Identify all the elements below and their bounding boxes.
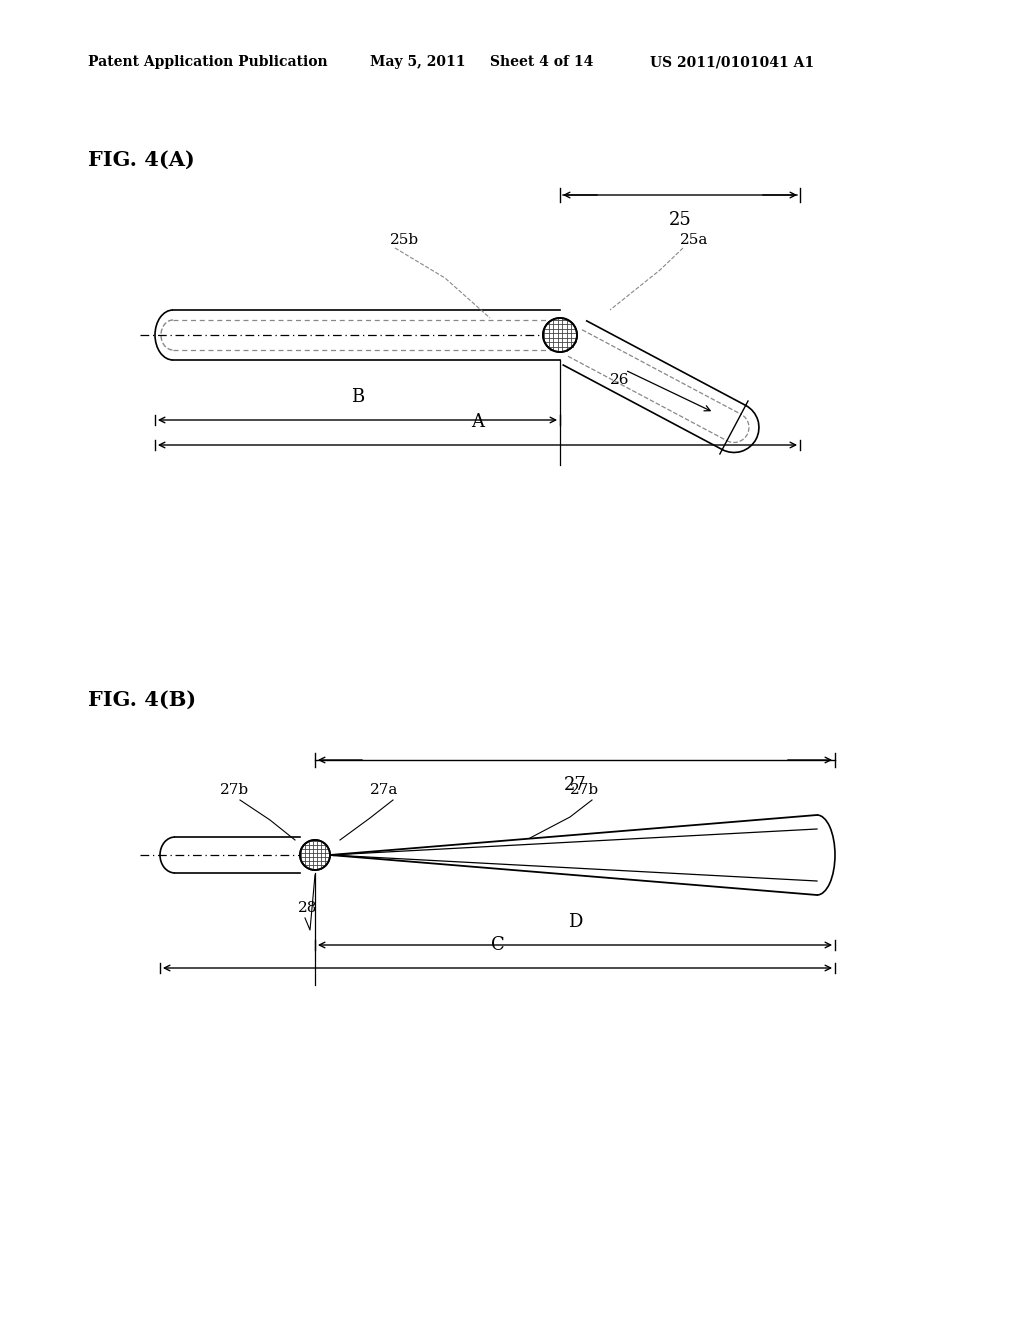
Text: C: C: [490, 936, 505, 954]
Text: Sheet 4 of 14: Sheet 4 of 14: [490, 55, 593, 69]
Text: 26: 26: [610, 374, 630, 387]
Circle shape: [300, 840, 330, 870]
Text: 27: 27: [563, 776, 587, 795]
Text: 25: 25: [669, 211, 691, 228]
Text: Patent Application Publication: Patent Application Publication: [88, 55, 328, 69]
Text: 25a: 25a: [680, 234, 709, 247]
Text: US 2011/0101041 A1: US 2011/0101041 A1: [650, 55, 814, 69]
Text: 25b: 25b: [390, 234, 419, 247]
Text: FIG. 4(B): FIG. 4(B): [88, 690, 197, 710]
Text: B: B: [351, 388, 365, 407]
Text: A: A: [471, 413, 484, 432]
Text: 28: 28: [298, 902, 317, 915]
Text: 27b: 27b: [570, 783, 599, 797]
Text: 27a: 27a: [370, 783, 398, 797]
Text: 27b: 27b: [220, 783, 249, 797]
Text: May 5, 2011: May 5, 2011: [370, 55, 466, 69]
Text: D: D: [568, 913, 583, 931]
Circle shape: [543, 318, 577, 352]
Text: FIG. 4(A): FIG. 4(A): [88, 150, 195, 170]
